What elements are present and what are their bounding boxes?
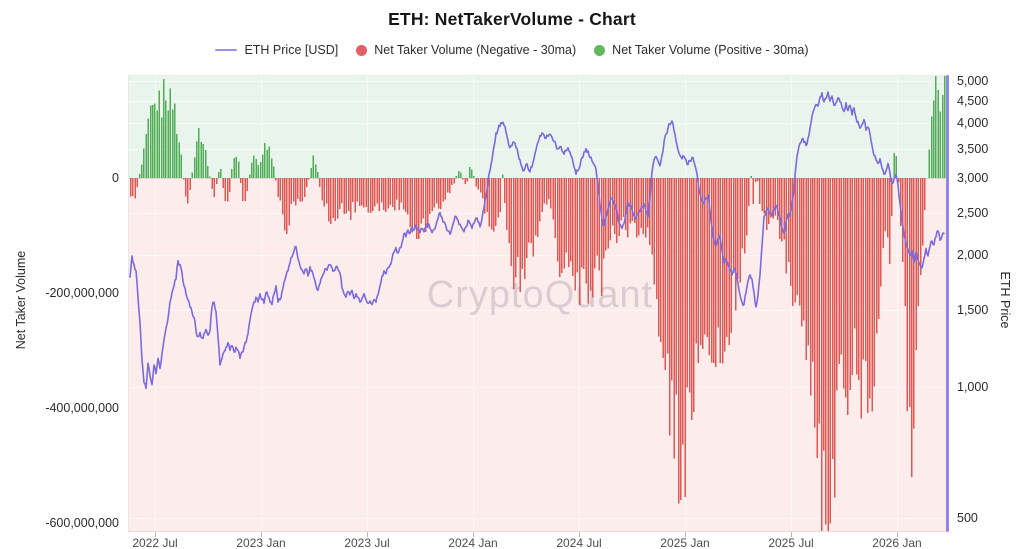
y-left-tick-label: -200,000,000: [45, 286, 119, 300]
y-right-tick-label: 3,000: [957, 171, 989, 185]
x-axis-tick-label: 2026 Jan: [872, 536, 922, 549]
y-right-tick-label: 4,000: [957, 116, 989, 131]
x-axis-tick-label: 2023 Jan: [236, 536, 286, 549]
legend: ETH Price [USD] Net Taker Volume (Negati…: [0, 43, 1024, 57]
x-axis-tick-mark: [261, 532, 262, 537]
y-right-tick-label: 2,000: [957, 247, 989, 262]
legend-item-positive-volume[interactable]: Net Taker Volume (Positive - 30ma): [594, 43, 809, 57]
y-left-tick-label: 0: [112, 171, 119, 185]
y-right-tick-label: 500: [957, 511, 978, 526]
y-right-tick-label: 5,000: [957, 74, 989, 89]
red-dot-icon: [356, 44, 368, 56]
watermark: CryptoQuant: [427, 274, 653, 316]
y-right-tick-label: 2,500: [957, 205, 989, 220]
x-axis-tick-mark: [685, 532, 686, 537]
right-price-axis-line: [946, 75, 949, 532]
x-axis-tick-mark: [367, 532, 368, 537]
legend-item-eth-price[interactable]: ETH Price [USD]: [215, 43, 338, 57]
bars-negative: [130, 178, 926, 532]
plot-area[interactable]: CryptoQuant: [128, 75, 946, 532]
x-axis-tick-mark: [791, 532, 792, 537]
chart-svg: CryptoQuant: [128, 75, 946, 532]
x-axis-tick-label: 2024 Jan: [448, 536, 498, 549]
legend-label: Net Taker Volume (Negative - 30ma): [374, 43, 577, 57]
x-axis-tick-mark: [897, 532, 898, 537]
x-axis-tick-label: 2023 Jul: [344, 536, 390, 549]
x-axis-tick-label: 2025 Jul: [768, 536, 814, 549]
eth-price-line: [129, 91, 945, 390]
x-axis-tick-mark: [155, 532, 156, 537]
x-axis-tick-label: 2022 Jul: [132, 536, 178, 549]
x-axis-tick-label: 2025 Jan: [660, 536, 710, 549]
legend-label: ETH Price [USD]: [244, 43, 339, 57]
page-title: ETH: NetTakerVolume - Chart: [388, 9, 636, 29]
legend-label: Net Taker Volume (Positive - 30ma): [612, 43, 809, 57]
y-right-tick-label: 1,500: [957, 302, 989, 317]
y-right-tick-label: 3,500: [957, 141, 989, 156]
y-left-tick-label: -400,000,000: [45, 401, 119, 415]
x-axis-tick-label: 2024 Jul: [556, 536, 602, 549]
bars-positive: [138, 75, 946, 178]
green-dot-icon: [594, 44, 606, 56]
y-right-tick-label: 4,500: [957, 94, 989, 109]
y-right-tick-label: 1,000: [957, 379, 989, 394]
x-axis-tick-mark: [579, 532, 580, 537]
right-axis-title: ETH Price: [998, 271, 1012, 329]
y-left-tick-label: -600,000,000: [45, 516, 119, 530]
x-axis-tick-mark: [473, 532, 474, 537]
line-swatch-icon: [215, 48, 238, 52]
left-axis-title: Net Taker Volume: [14, 250, 28, 350]
legend-item-negative-volume[interactable]: Net Taker Volume (Negative - 30ma): [356, 43, 576, 57]
